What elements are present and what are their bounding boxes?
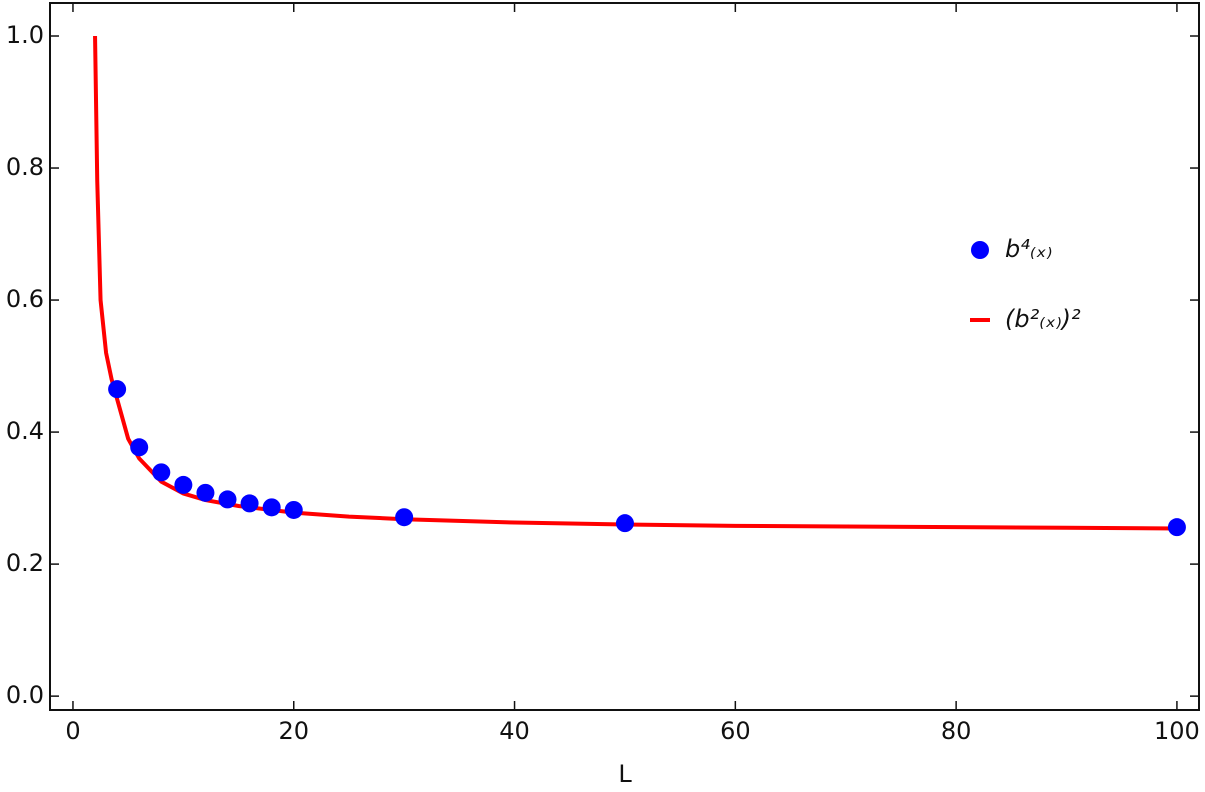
legend-label: b⁴₍ₓ₎ [1005,235,1052,263]
point [152,463,171,482]
y-tick-label: 0.8 [6,153,44,181]
legend-marker [971,241,989,259]
x-tick-label: 60 [720,717,751,745]
x-tick-label: 100 [1154,717,1200,745]
point [262,498,281,517]
legend-label: (b²₍ₓ₎)² [1005,305,1081,333]
x-tick-label: 80 [941,717,972,745]
point [218,490,237,509]
x-tick-label: 40 [499,717,530,745]
point [395,508,414,527]
plot-frame [49,2,1200,711]
y-tick-label: 0.2 [6,549,44,577]
point [284,500,303,519]
x-tick-label: 20 [278,717,309,745]
y-tick-label: 0.4 [6,417,44,445]
y-tick-label: 1.0 [6,21,44,49]
point [1167,518,1186,537]
point [108,380,127,399]
point [240,494,259,513]
y-tick-label: 0.0 [6,681,44,709]
x-axis-label: L [618,760,632,788]
y-tick-label: 0.6 [6,285,44,313]
point [615,514,634,533]
curve [93,35,1177,531]
point [196,483,215,502]
x-tick-label: 0 [65,717,80,745]
point [130,438,149,457]
point [174,475,193,494]
